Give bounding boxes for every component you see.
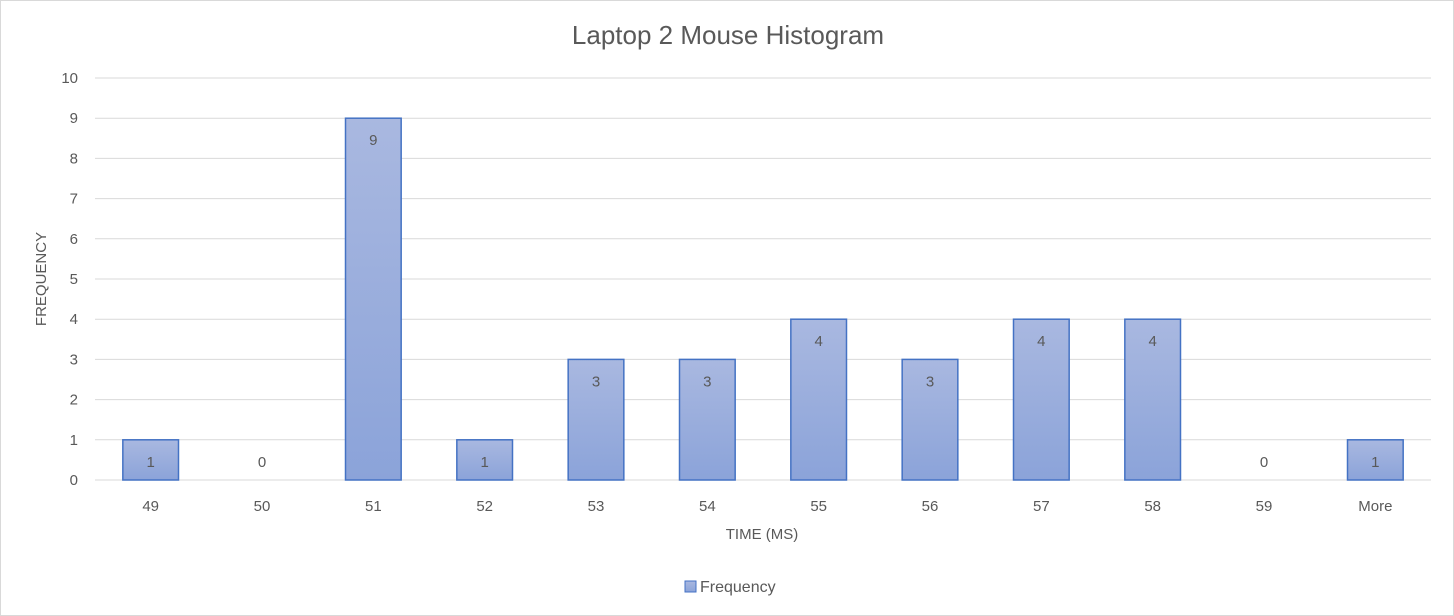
data-label: 3 (592, 373, 600, 390)
data-label: 0 (1260, 454, 1268, 471)
x-tick-label: 54 (699, 498, 716, 515)
y-tick-label: 9 (70, 110, 78, 127)
x-tick-label: 51 (365, 498, 382, 515)
bar-58 (1124, 318, 1182, 481)
legend-swatch (684, 580, 697, 593)
data-label: 4 (1148, 333, 1156, 350)
bar-49 (122, 439, 180, 481)
data-label: 3 (926, 373, 934, 390)
bar-more (1346, 439, 1404, 481)
bars (122, 117, 1404, 481)
y-tick-label: 7 (70, 191, 78, 208)
bar-55 (790, 318, 848, 481)
data-label: 1 (480, 454, 488, 471)
data-label: 0 (258, 454, 266, 471)
bar-57 (1012, 318, 1070, 481)
data-label: 1 (146, 454, 154, 471)
y-axis-ticks: 0 1 2 3 4 5 6 7 8 9 10 (61, 70, 78, 489)
data-label: 1 (1371, 454, 1379, 471)
bar-52 (456, 439, 514, 481)
x-tick-label: 56 (922, 498, 939, 515)
y-axis-title: FREQUENCY (33, 232, 50, 326)
x-tick-label: 52 (476, 498, 493, 515)
x-tick-label: More (1358, 498, 1392, 515)
y-tick-label: 5 (70, 271, 78, 288)
y-tick-label: 10 (61, 70, 78, 87)
bar-56 (901, 358, 959, 481)
data-label: 9 (369, 132, 377, 149)
x-tick-label: 53 (588, 498, 605, 515)
y-tick-label: 6 (70, 231, 78, 248)
y-tick-label: 2 (70, 392, 78, 409)
legend: Frequency (684, 579, 776, 596)
y-tick-label: 3 (70, 351, 78, 368)
x-tick-label: 58 (1144, 498, 1161, 515)
x-tick-label: 50 (254, 498, 271, 515)
x-tick-label: 55 (810, 498, 827, 515)
x-tick-label: 49 (142, 498, 159, 515)
x-tick-label: 57 (1033, 498, 1050, 515)
x-axis-ticks: 49 50 51 52 53 54 55 56 57 58 59 More (142, 498, 1392, 515)
y-tick-label: 0 (70, 472, 78, 489)
data-labels: 1 0 9 1 3 3 4 3 4 4 0 1 (146, 132, 1379, 471)
gridlines (95, 77, 1431, 481)
bar-51 (344, 117, 402, 481)
x-axis-title: TIME (MS) (726, 526, 799, 543)
x-tick-label: 59 (1256, 498, 1273, 515)
legend-label: Frequency (700, 579, 776, 596)
bar-53 (567, 358, 625, 481)
y-tick-label: 4 (70, 311, 78, 328)
bar-54 (678, 358, 736, 481)
data-label: 4 (814, 333, 822, 350)
data-label: 4 (1037, 333, 1045, 350)
y-tick-label: 8 (70, 150, 78, 167)
chart-title: Laptop 2 Mouse Histogram (572, 20, 884, 50)
y-tick-label: 1 (70, 432, 78, 449)
data-label: 3 (703, 373, 711, 390)
